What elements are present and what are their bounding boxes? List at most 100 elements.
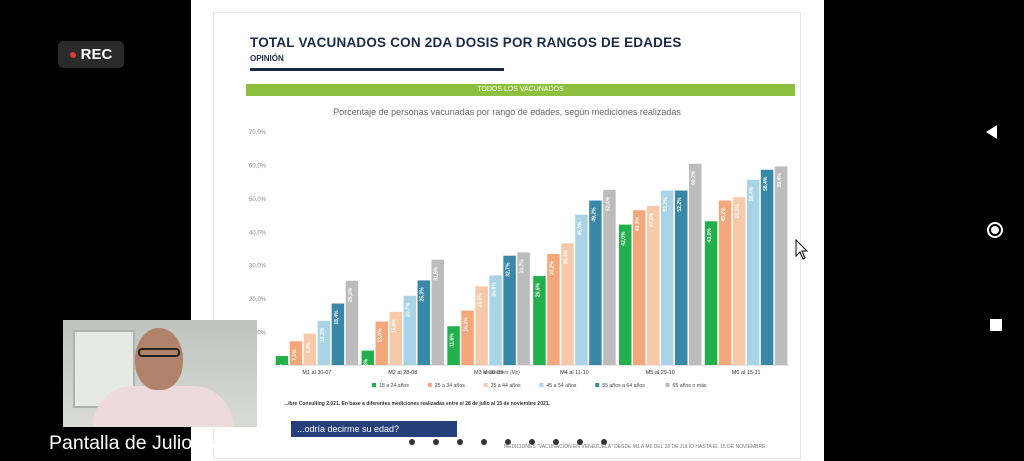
category-label: M1 al 30-07 (302, 370, 331, 376)
bar (461, 310, 474, 365)
page-dot[interactable] (457, 439, 463, 445)
home-icon[interactable] (987, 222, 1003, 238)
page-dot[interactable] (529, 439, 535, 445)
bar-data-label: 42,0% (621, 231, 627, 246)
bar-data-label: 32,7% (506, 262, 512, 277)
bar (561, 243, 574, 365)
webcam-person-body (93, 386, 233, 427)
bar (275, 355, 289, 365)
bar-data-label: 60,2% (691, 170, 697, 185)
bar-data-label: 18,4% (334, 310, 340, 325)
recording-label: REC (80, 46, 113, 63)
bar (317, 320, 331, 365)
legend-label: 25 a 34 años (435, 383, 465, 389)
bar-data-label: 25,3% (420, 287, 426, 302)
bar-data-label: 55,4% (749, 186, 755, 201)
bar-data-label: 26,6% (535, 282, 541, 297)
bar-data-label: 23,5% (478, 293, 484, 308)
bar-data-label: 47,6% (649, 212, 655, 227)
bar-data-label: 33,2% (549, 260, 555, 275)
bar (389, 311, 402, 365)
bar (475, 286, 488, 365)
category-label: M5 al 29-10 (646, 370, 675, 376)
source-footnote: ...ibre Consulting 2.021. En base a dife… (284, 401, 550, 407)
legend-swatch (483, 383, 488, 387)
presentation-slide: TOTAL VACUNADOS CON 2DA DOSIS POR RANGOS… (191, 0, 824, 461)
title-divider (250, 68, 504, 71)
page-dot[interactable] (481, 439, 487, 445)
legend-label: 65 años o más (673, 383, 707, 389)
page-dot[interactable] (505, 439, 511, 445)
bar-data-label: 36,4% (563, 250, 569, 265)
bar (575, 214, 588, 365)
bar (361, 350, 374, 365)
x-axis-label: Mediciones (Mx) (483, 370, 520, 376)
legend-swatch (665, 383, 670, 387)
page-dot[interactable] (553, 439, 559, 445)
bar (447, 326, 460, 365)
section-band: TODOS LOS VACUNADOS (246, 84, 795, 96)
bar-data-label: 49,2% (721, 207, 727, 222)
recents-icon[interactable] (990, 319, 1002, 331)
bar-data-label: 59,4% (777, 173, 783, 188)
bar (345, 280, 359, 365)
record-dot-icon (69, 51, 76, 58)
bar-data-label: 13,2% (320, 327, 326, 342)
bar-data-label: 7,1% (292, 349, 298, 361)
bar-data-label: 52,2% (663, 197, 669, 212)
bar-data-label: 50,2% (735, 204, 741, 219)
webcam-window (73, 330, 135, 408)
bar-data-label: 52,2% (677, 197, 683, 212)
y-tick-label: 60,0% (249, 163, 267, 169)
bar (746, 179, 760, 365)
screen-owner-caption: Pantalla de Julio Castro (49, 432, 255, 454)
bar-data-label: 45,0% (577, 221, 583, 236)
bar-data-label: 16,3% (464, 317, 470, 332)
bar (619, 224, 632, 365)
bar (517, 252, 530, 365)
home-icon-inner (991, 226, 999, 234)
category-label: M2 al 28-08 (388, 370, 417, 376)
bar-data-label: 31,5% (434, 266, 440, 281)
bar-chart: 70,0% 60,0% 50,0% 40,0% 30,0% 20,0% 10,0% 2,7% 7… (249, 130, 789, 389)
bar (760, 169, 774, 365)
bar-data-label: 33,7% (520, 259, 526, 274)
webcam-feed[interactable] (63, 320, 257, 427)
page-dot[interactable] (601, 439, 607, 445)
back-icon[interactable] (986, 125, 997, 139)
slide-title: TOTAL VACUNADOS CON 2DA DOSIS POR RANGOS… (250, 35, 682, 50)
y-tick-label: 20,0% (249, 297, 267, 303)
category-label: M6 al 15-11 (732, 370, 761, 376)
bar (661, 190, 674, 365)
measurement-note: MEDICIONES “VACUNACIÓN EN VENEZUELA” DES… (504, 444, 766, 450)
bar-data-label: 20,7% (406, 302, 412, 317)
page-dot[interactable] (409, 439, 415, 445)
bar-data-label: 9,4% (306, 341, 312, 353)
bar (633, 210, 646, 365)
category-label: M3 al 30-09 (474, 370, 503, 376)
bar (547, 254, 560, 365)
slide-content: TOTAL VACUNADOS CON 2DA DOSIS POR RANGOS… (213, 12, 801, 459)
recording-indicator: REC (58, 41, 124, 68)
bar (603, 189, 616, 365)
webcam-glasses (138, 348, 180, 357)
page-dot[interactable] (433, 439, 439, 445)
bar-data-label: 15,9% (392, 318, 398, 333)
bar-data-label: 52,4% (605, 196, 611, 211)
bar (303, 333, 317, 365)
bar (331, 303, 345, 365)
page-dot[interactable] (577, 439, 583, 445)
y-tick-label: 10,0% (249, 331, 267, 337)
legend-swatch (372, 383, 376, 387)
bar-data-label: 4,3% (364, 358, 370, 370)
bar (375, 321, 388, 365)
legend-label: 45 a 54 años (546, 383, 576, 389)
bar (503, 255, 516, 365)
bar (533, 276, 546, 365)
slide-pagination[interactable] (409, 439, 607, 445)
bar-data-label: 26,8% (492, 282, 498, 297)
bar-data-label: 43,0% (707, 228, 713, 243)
bar-data-label: 2,7% (278, 364, 284, 376)
bar-data-label: 11,6% (450, 333, 456, 347)
mouse-cursor-icon (795, 239, 809, 260)
